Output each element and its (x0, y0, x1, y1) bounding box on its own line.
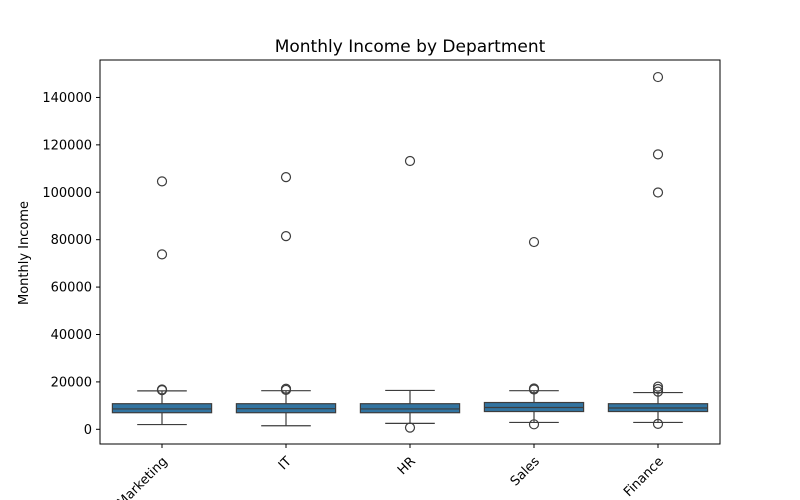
outlier-point (652, 187, 664, 198)
y-tick-label: 60000 (51, 281, 92, 296)
outlier-point (280, 171, 292, 183)
outlier-point (280, 231, 292, 242)
outlier-point (404, 155, 416, 167)
outlier-point (156, 384, 168, 395)
y-tick-label: 140000 (42, 91, 92, 106)
outlier-point (156, 176, 168, 187)
y-axis: 0 20000 40000 60000 80000 100000 120000 140000 (42, 91, 100, 438)
y-tick-label: 100000 (42, 186, 92, 201)
outlier-point (280, 383, 292, 394)
box (111, 403, 213, 414)
outlier-point (156, 249, 168, 260)
box-group (483, 236, 585, 430)
box-group (111, 176, 213, 426)
y-tick-label: 20000 (51, 375, 92, 390)
outlier-point (652, 386, 664, 397)
outlier-point (652, 418, 664, 429)
y-tick-label: 80000 (51, 233, 92, 248)
box-group (359, 155, 461, 433)
y-tick-label: 0 (84, 423, 92, 438)
outlier-point (528, 419, 540, 430)
outlier-point (652, 381, 664, 392)
box-group (235, 171, 337, 427)
y-axis-label: Monthly Income (17, 201, 32, 305)
outlier-point (652, 71, 664, 83)
outlier-point (652, 149, 664, 160)
outlier-point (528, 383, 540, 394)
box-group (607, 71, 709, 429)
chart-title: Monthly Income by Department (275, 37, 546, 57)
outlier-point (528, 236, 540, 248)
chart-marks (111, 71, 709, 433)
outlier-point (404, 422, 416, 433)
y-tick-label: 40000 (51, 328, 92, 343)
y-tick-label: 120000 (42, 138, 92, 153)
box (359, 403, 461, 414)
